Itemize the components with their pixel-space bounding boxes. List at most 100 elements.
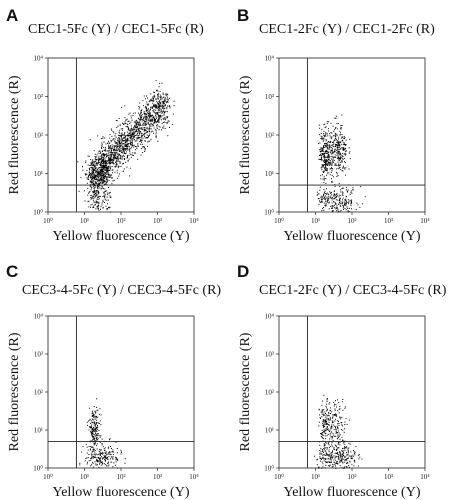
data-point (148, 129, 150, 131)
data-point (91, 168, 93, 170)
data-point (97, 135, 99, 137)
data-point (343, 206, 345, 208)
data-point (326, 421, 328, 422)
data-point (345, 139, 347, 141)
data-point (339, 134, 341, 136)
data-point (104, 161, 106, 163)
data-point (162, 101, 164, 103)
data-point (158, 104, 160, 106)
data-point (116, 448, 118, 449)
data-point (149, 120, 151, 122)
data-point (329, 464, 331, 466)
data-point (334, 420, 336, 422)
data-point (338, 423, 340, 424)
data-point (139, 119, 141, 121)
data-point (164, 127, 166, 129)
data-point (342, 399, 344, 400)
data-point (108, 464, 110, 466)
data-point (333, 193, 335, 195)
data-point (122, 122, 123, 124)
data-point (87, 449, 89, 451)
data-point (343, 157, 345, 159)
data-point (119, 158, 121, 160)
data-point (97, 196, 99, 198)
data-point (325, 422, 327, 423)
data-point (111, 153, 113, 155)
data-point (96, 171, 98, 172)
data-point (137, 158, 139, 160)
data-point (92, 174, 94, 176)
data-point (86, 446, 88, 448)
data-point (331, 194, 333, 196)
data-point (148, 110, 150, 112)
data-point (332, 450, 333, 452)
data-point (144, 151, 146, 152)
data-point (98, 466, 100, 468)
data-point (163, 101, 165, 103)
data-point (319, 456, 321, 458)
data-point (346, 459, 348, 461)
data-point (92, 197, 94, 199)
data-point (163, 117, 165, 119)
data-point (126, 125, 128, 127)
data-point (119, 145, 121, 146)
data-point (132, 132, 133, 134)
data-point (105, 190, 106, 192)
data-point (151, 119, 153, 121)
data-point (339, 157, 340, 159)
data-point (98, 159, 100, 161)
data-point (100, 414, 102, 416)
data-point (152, 102, 154, 104)
data-point (100, 167, 102, 169)
data-point (93, 160, 95, 162)
data-point (322, 438, 324, 440)
data-point (86, 173, 88, 175)
data-point (94, 442, 96, 444)
y-axis-label: Red fluorescence (R) (238, 332, 253, 451)
data-point (144, 129, 146, 131)
data-point (334, 425, 336, 427)
data-point (326, 153, 328, 154)
data-point (131, 138, 133, 140)
data-point (106, 164, 107, 166)
data-point (110, 155, 112, 157)
data-point (132, 152, 134, 154)
data-point (353, 465, 355, 467)
data-point (345, 204, 347, 206)
data-point (335, 445, 337, 447)
data-point (152, 116, 154, 118)
data-point (329, 174, 331, 176)
data-point (116, 142, 118, 144)
data-point (335, 461, 337, 463)
data-point (93, 164, 95, 166)
data-point (164, 93, 166, 95)
data-point (326, 147, 328, 149)
data-point (325, 193, 327, 194)
data-point (90, 159, 92, 161)
data-point (348, 202, 349, 204)
data-point (120, 154, 122, 156)
data-point (346, 190, 348, 192)
data-point (92, 450, 94, 452)
data-point (338, 165, 340, 166)
data-point (109, 452, 111, 454)
data-point (125, 139, 127, 141)
x-tick-label: 10² (347, 473, 356, 481)
data-point (91, 174, 93, 176)
data-point (111, 183, 113, 185)
data-point (111, 159, 113, 161)
data-point (92, 206, 94, 208)
data-point (155, 105, 157, 107)
data-point (107, 199, 109, 201)
data-point (327, 408, 328, 410)
data-point (327, 199, 329, 201)
data-point (348, 201, 350, 203)
data-point (111, 151, 113, 153)
data-point (98, 173, 100, 175)
data-point (345, 148, 346, 150)
data-point (95, 162, 97, 164)
data-point (323, 415, 325, 417)
data-point (335, 432, 337, 434)
data-point (97, 187, 99, 189)
data-point (128, 158, 130, 160)
